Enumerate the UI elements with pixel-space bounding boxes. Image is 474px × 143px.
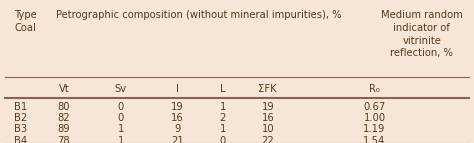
Text: 2: 2 <box>219 113 226 123</box>
Text: Type
Coal: Type Coal <box>14 10 37 33</box>
Text: 16: 16 <box>262 113 274 123</box>
Text: 16: 16 <box>172 113 184 123</box>
Text: 1: 1 <box>219 124 226 134</box>
Text: 1.00: 1.00 <box>364 113 385 123</box>
Text: 19: 19 <box>172 102 184 112</box>
Text: B2: B2 <box>14 113 27 123</box>
Text: 78: 78 <box>58 136 70 143</box>
Text: 1: 1 <box>118 136 124 143</box>
Text: L: L <box>220 84 226 94</box>
Text: Medium random
indicator of
vitrinite
reflection, %: Medium random indicator of vitrinite ref… <box>381 10 463 58</box>
Text: 0: 0 <box>118 113 124 123</box>
Text: 82: 82 <box>58 113 70 123</box>
Text: 19: 19 <box>262 102 274 112</box>
Text: 22: 22 <box>262 136 274 143</box>
Text: 9: 9 <box>174 124 181 134</box>
Text: ΣFK: ΣFK <box>258 84 277 94</box>
Text: 1.54: 1.54 <box>364 136 385 143</box>
Text: 21: 21 <box>172 136 184 143</box>
Text: Sv: Sv <box>115 84 127 94</box>
Text: Petrographic composition (without mineral impurities), %: Petrographic composition (without minera… <box>56 10 342 20</box>
Text: 10: 10 <box>262 124 274 134</box>
Text: 1.19: 1.19 <box>363 124 386 134</box>
Text: 1: 1 <box>219 102 226 112</box>
Text: 0.67: 0.67 <box>364 102 385 112</box>
Text: B4: B4 <box>14 136 27 143</box>
Text: Vt: Vt <box>59 84 69 94</box>
Text: 0: 0 <box>118 102 124 112</box>
Text: R₀: R₀ <box>369 84 380 94</box>
Text: B3: B3 <box>14 124 27 134</box>
Text: 89: 89 <box>58 124 70 134</box>
Text: 0: 0 <box>219 136 226 143</box>
Text: B1: B1 <box>14 102 27 112</box>
Text: 80: 80 <box>58 102 70 112</box>
Text: I: I <box>176 84 179 94</box>
Text: 1: 1 <box>118 124 124 134</box>
